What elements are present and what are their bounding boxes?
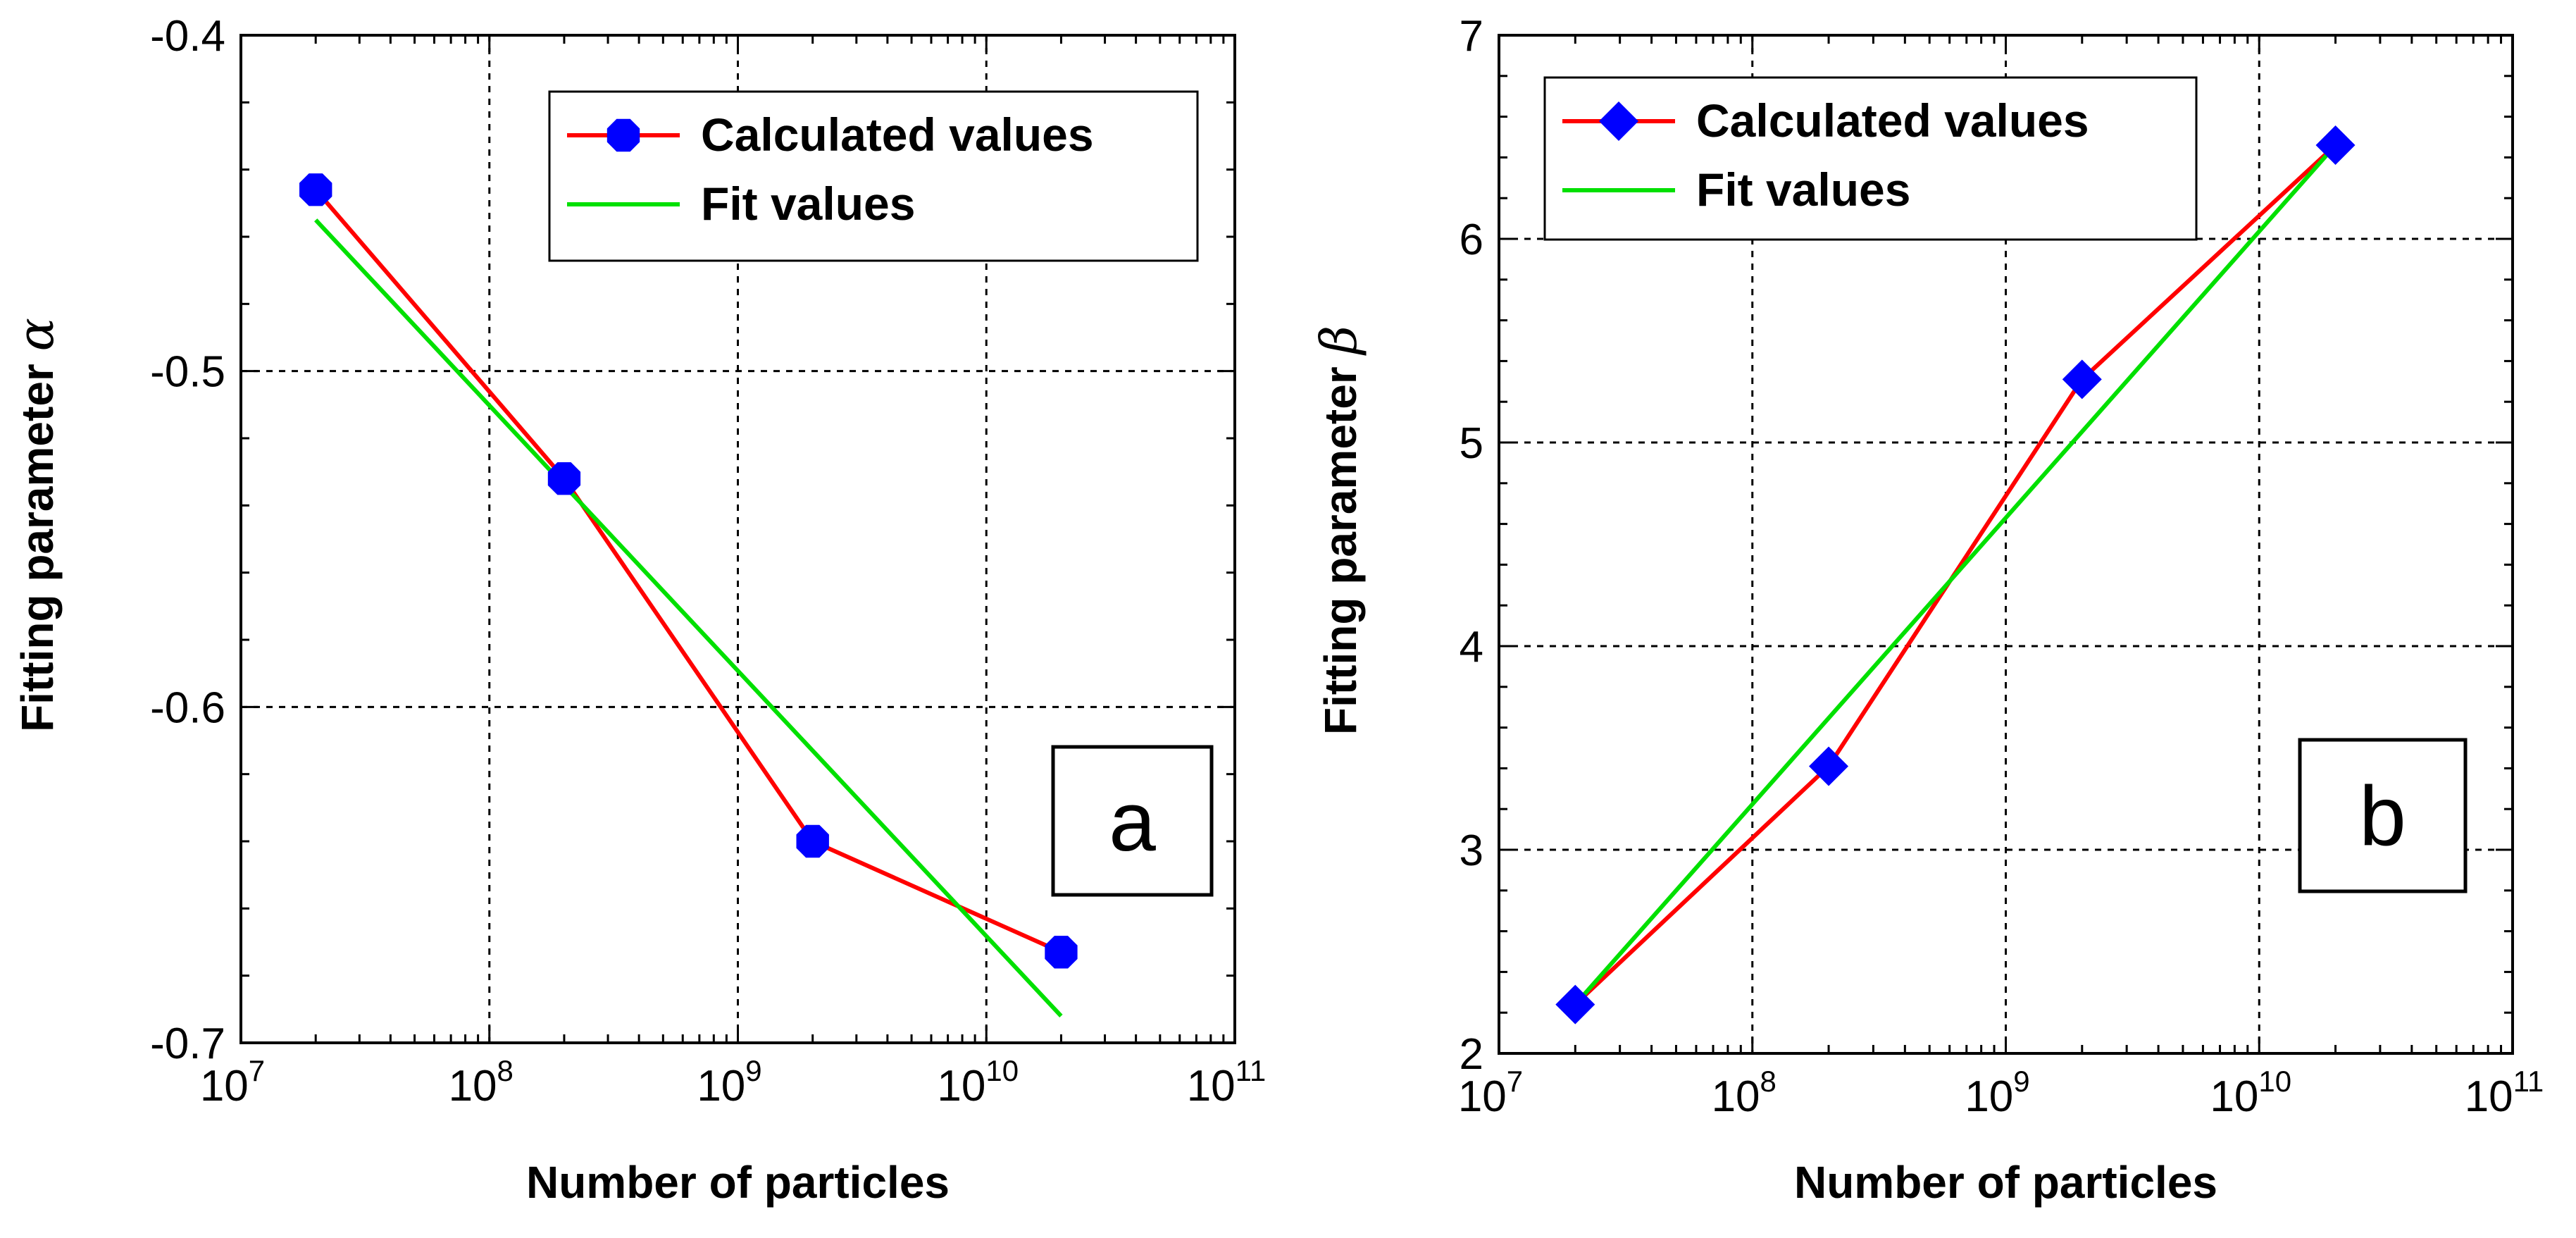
x-tick-label: 109: [1965, 1065, 2029, 1121]
y-tick-label: 4: [1460, 623, 1483, 671]
x-tick-label: 108: [449, 1054, 514, 1110]
chart-panel-a: 107 108 109 1010 1011 -0.4 -0.5 -0.6 -0.7 Number …: [7, 12, 1266, 1208]
data-point-calculated: [1809, 746, 1849, 786]
data-point-calculated: [299, 173, 332, 206]
data-point-calculated: [1045, 936, 1078, 969]
x-axis-label: Number of particles: [526, 1157, 950, 1208]
plot-frame: [1498, 34, 2514, 1055]
panel-label-box: [2298, 738, 2468, 893]
plot-frame: [239, 34, 1236, 1044]
data-point-calculated: [1555, 984, 1595, 1025]
data-point-calculated: [547, 462, 581, 495]
x-tick-label: 108: [1712, 1065, 1777, 1121]
data-point-calculated: [2062, 359, 2102, 400]
x-tick-label: 1011: [2465, 1065, 2544, 1121]
x-tick-label: 107: [1458, 1065, 1523, 1121]
y-axis-label: Fitting parameter α: [7, 318, 65, 732]
legend-label-calculated: Calculated values: [701, 109, 1094, 161]
legend-box: [1543, 76, 2198, 241]
x-tick-label: 1011: [1187, 1054, 1267, 1110]
y-tick-label: -0.5: [150, 348, 225, 397]
legend-label-fit: Fit values: [701, 178, 915, 230]
panel-label: b: [2359, 769, 2406, 864]
legend-label-fit: Fit values: [1696, 163, 1910, 216]
legend-label-calculated: Calculated values: [1696, 94, 2089, 147]
series-line-fit: [314, 218, 1063, 1017]
chart-panel-b: 107 108 109 1010 1011 2 3 4 5 6 7 Number of particl…: [1310, 12, 2544, 1208]
legend-box: [548, 90, 1199, 262]
legend-marker-calculated: [1599, 101, 1638, 141]
panel-label: a: [1109, 774, 1156, 869]
data-point-calculated: [796, 824, 829, 858]
x-tick-label: 1010: [937, 1054, 1019, 1110]
y-tick-label: 2: [1460, 1030, 1483, 1079]
y-tick-label: -0.4: [150, 12, 225, 61]
legend-marker-calculated: [606, 118, 640, 152]
y-tick-label: 6: [1460, 216, 1483, 264]
y-tick-label: 7: [1460, 12, 1483, 61]
x-tick-label: 107: [200, 1054, 265, 1110]
x-axis-label: Number of particles: [1794, 1157, 2217, 1208]
x-tick-label: 109: [697, 1054, 761, 1110]
y-axis-label: Fitting parameter β: [1310, 326, 1368, 735]
series-line-calculated: [313, 188, 1062, 955]
series-line-fit: [1574, 144, 2337, 1006]
panel-label-box: [1051, 745, 1214, 897]
y-tick-label: 5: [1460, 419, 1483, 468]
data-point-calculated: [2315, 125, 2356, 166]
y-tick-label: 3: [1460, 827, 1483, 875]
y-tick-label: -0.6: [150, 683, 225, 732]
y-tick-label: -0.7: [150, 1020, 225, 1068]
x-tick-label: 1010: [2210, 1065, 2291, 1121]
